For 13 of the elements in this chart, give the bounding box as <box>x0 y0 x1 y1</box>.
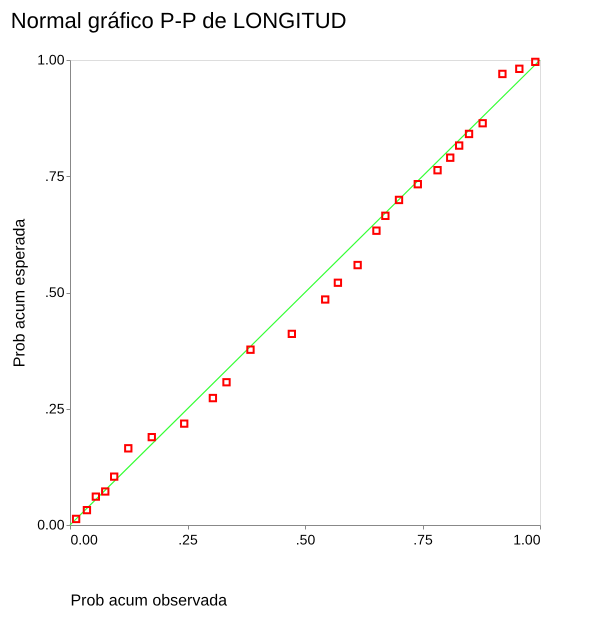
x-tick-label: 0.00 <box>70 532 98 548</box>
y-tick-label: .25 <box>45 400 65 416</box>
y-tick-label: 1.00 <box>37 52 65 68</box>
x-tick-label: 1.00 <box>513 532 541 548</box>
x-tick-label: .25 <box>178 532 198 548</box>
x-axis-title: Prob acum observada <box>70 592 228 610</box>
x-tick-label: .50 <box>296 532 316 548</box>
x-tick-label: .75 <box>413 532 433 548</box>
y-tick-label: .50 <box>45 284 65 300</box>
y-tick-label: .75 <box>45 168 65 184</box>
y-tick-label: 0.00 <box>37 516 65 532</box>
chart-title: Normal gráfico P-P de LONGITUD <box>10 8 347 33</box>
y-axis-title: Prob acum esperada <box>11 218 28 368</box>
